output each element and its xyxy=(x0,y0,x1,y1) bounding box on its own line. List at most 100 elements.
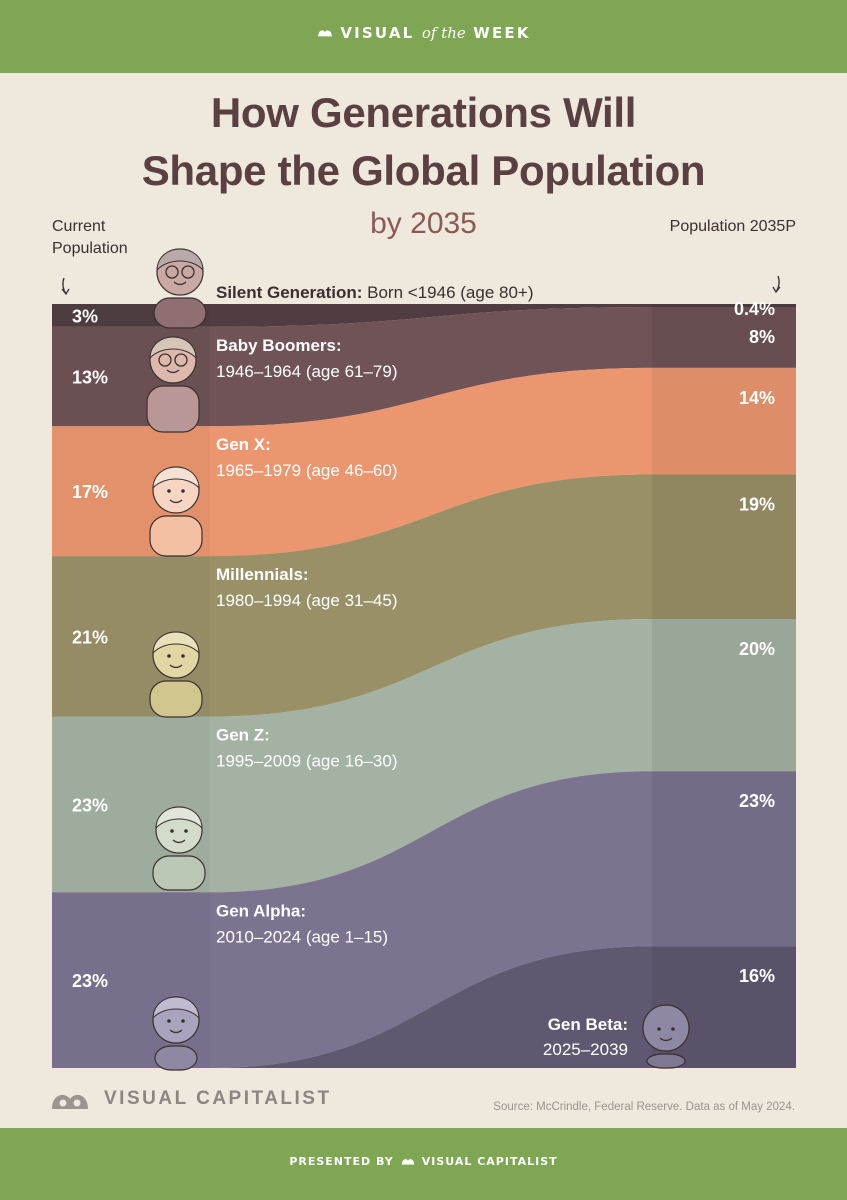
chart-bands xyxy=(52,304,796,1068)
brand-prefix: VISUAL xyxy=(340,24,415,42)
genx-figure-hair xyxy=(152,466,200,490)
silent-figure-smile xyxy=(173,281,187,286)
label-name-baby-boomers: Baby Boomers: xyxy=(216,336,342,355)
visual-of-the-week-label: VISUAL of the WEEK xyxy=(0,24,847,42)
presented-brand-text: VISUAL CAPITALIST xyxy=(421,1155,558,1168)
value-left-silent-generation: 3% xyxy=(72,306,98,326)
genbeta-figure-body xyxy=(646,1053,686,1069)
footer-brand: VISUAL CAPITALIST xyxy=(104,1088,332,1109)
value-left-baby-boomers: 13% xyxy=(72,368,108,388)
genx-figure-eye-left xyxy=(167,489,171,493)
silent-figure-glasses-left xyxy=(165,265,179,279)
right-heading-arrow-icon xyxy=(772,275,781,294)
right-column-shade xyxy=(652,304,796,1068)
boomer-figure-hair xyxy=(149,336,197,360)
millennial-figure-smile xyxy=(169,664,183,669)
genbeta-figure-head xyxy=(642,1004,690,1052)
genalpha-figure-smile xyxy=(169,1029,183,1034)
genz-figure-hair xyxy=(155,806,203,830)
brand-suffix: WEEK xyxy=(473,24,531,42)
label-silent-generation: Silent Generation: Born <1946 (age 80+) xyxy=(216,283,534,302)
band-millennials xyxy=(52,474,796,717)
title-line-2: Shape the Global Population xyxy=(141,147,706,194)
band-gen-beta xyxy=(52,946,796,1068)
value-left-millennials: 21% xyxy=(72,627,108,647)
source-note: Source: McCrindle, Federal Reserve. Data… xyxy=(493,1101,795,1113)
value-labels: 3% 0.4% 13% 8% 17% 14% 21% 19% 23% 20% 23% 23% 16% xyxy=(72,299,775,991)
label-years-gen-x: 1965–1979 (age 46–60) xyxy=(216,461,398,480)
label-years-silent-generation: Born <1946 (age 80+) xyxy=(367,283,533,302)
presented-by-label: PRESENTED BY VISUAL CAPITALIST xyxy=(0,1155,847,1168)
boomer-figure-body xyxy=(146,385,200,433)
label-years-gen-alpha: 2010–2024 (age 1–15) xyxy=(216,927,388,946)
genbeta-figure-eye-right xyxy=(671,1027,675,1031)
value-right-gen-x: 14% xyxy=(739,388,775,408)
boomer-figure-smile xyxy=(166,369,180,374)
genalpha-figure-hair xyxy=(152,996,200,1020)
band-silent-generation xyxy=(52,304,796,327)
millennial-figure-eye-left xyxy=(167,654,171,658)
genz-figure-smile xyxy=(172,839,186,844)
brand-mark-icon xyxy=(318,30,333,37)
value-left-gen-x: 17% xyxy=(72,482,108,502)
genalpha-figure-eye-left xyxy=(167,1019,171,1023)
genz-figure-eye-right xyxy=(184,829,188,833)
brand-middle: of the xyxy=(421,24,466,42)
genalpha-figure-eye-right xyxy=(181,1019,185,1023)
bottom-banner xyxy=(0,1128,847,1200)
label-name-silent-generation: Silent Generation: xyxy=(216,283,367,302)
presented-by-text: PRESENTED BY xyxy=(289,1155,394,1168)
label-name-gen-z: Gen Z: xyxy=(216,726,270,745)
millennial-figure xyxy=(149,631,203,718)
genx-figure xyxy=(149,466,203,557)
left-heading-arrow-icon xyxy=(61,277,70,296)
millennial-figure-hair xyxy=(152,631,200,655)
silent-figure xyxy=(153,248,207,329)
genalpha-figure-body xyxy=(154,1045,198,1071)
silent-figure-glasses-right xyxy=(181,265,195,279)
value-right-millennials: 19% xyxy=(739,494,775,514)
label-years-gen-beta: 2025–2039 xyxy=(543,1040,628,1059)
label-years-baby-boomers: 1946–1964 (age 61–79) xyxy=(216,362,398,381)
genx-figure-smile xyxy=(169,499,183,504)
band-baby-boomers xyxy=(52,307,796,427)
genbeta-figure-smile xyxy=(659,1037,673,1042)
value-right-baby-boomers: 8% xyxy=(749,327,775,347)
boomer-figure-glasses-left xyxy=(158,353,172,367)
label-name-gen-beta: Gen Beta: xyxy=(548,1015,628,1034)
visual-capitalist-logo-icon xyxy=(52,1094,88,1109)
value-right-silent-generation: 0.4% xyxy=(734,299,775,319)
genz-figure xyxy=(152,806,206,891)
title-line-1: How Generations Will xyxy=(210,89,637,136)
left-column-heading: Current Population xyxy=(52,218,128,257)
label-name-gen-x: Gen X: xyxy=(216,435,271,454)
value-left-gen-alpha: 23% xyxy=(72,971,108,991)
label-years-millennials: 1980–1994 (age 31–45) xyxy=(216,591,398,610)
value-right-gen-alpha: 23% xyxy=(739,791,775,811)
top-banner xyxy=(0,0,847,73)
subtitle: by 2035 xyxy=(370,207,477,240)
millennial-figure-body xyxy=(149,680,203,718)
value-left-gen-z: 23% xyxy=(72,795,108,815)
genbeta-figure xyxy=(642,1004,690,1069)
boomer-figure xyxy=(146,336,200,433)
genx-figure-body xyxy=(149,515,203,557)
label-years-gen-z: 1995–2009 (age 16–30) xyxy=(216,752,398,771)
right-column-heading: Population 2035P xyxy=(669,218,796,235)
figures xyxy=(146,248,690,1071)
genx-figure-eye-right xyxy=(181,489,185,493)
band-gen-x xyxy=(52,367,796,557)
label-name-millennials: Millennials: xyxy=(216,565,309,584)
generation-labels: Silent Generation: Born <1946 (age 80+)B… xyxy=(216,283,628,1059)
genz-figure-body xyxy=(152,855,206,891)
value-right-gen-z: 20% xyxy=(739,639,775,659)
genz-figure-eye-left xyxy=(170,829,174,833)
band-gen-z xyxy=(52,619,796,893)
silent-figure-body xyxy=(153,297,207,329)
label-name-gen-alpha: Gen Alpha: xyxy=(216,901,306,920)
silent-figure-hair xyxy=(156,248,204,272)
millennial-figure-eye-right xyxy=(181,654,185,658)
presented-brand-mark-icon xyxy=(401,1159,415,1165)
